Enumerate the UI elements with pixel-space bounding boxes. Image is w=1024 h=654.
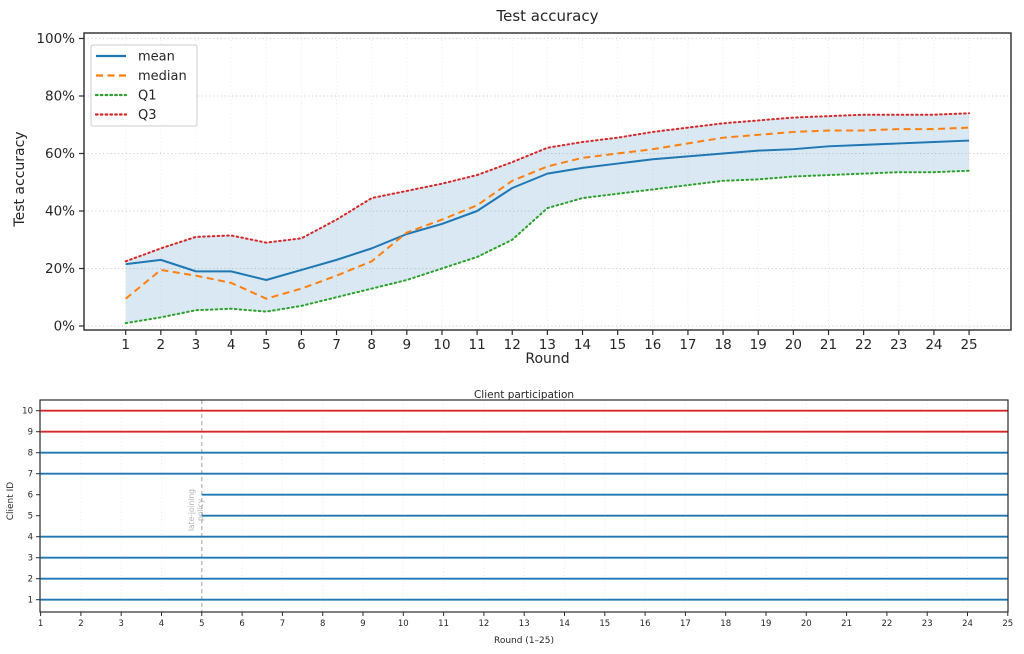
- y-tick-label: 0%: [54, 319, 76, 335]
- x-tick-label: 20: [785, 337, 802, 353]
- x-tick-label: 16: [644, 337, 661, 353]
- x-tick-label: 2: [78, 619, 83, 629]
- x-tick-label: 16: [640, 619, 651, 629]
- x-tick-label: 24: [925, 337, 942, 353]
- y-tick-label: 6: [28, 491, 33, 501]
- x-tick-label: 21: [841, 619, 852, 629]
- x-tick-label: 19: [761, 619, 772, 629]
- y-tick-label: 20%: [45, 261, 75, 277]
- x-tick-label: 9: [360, 619, 365, 629]
- x-tick-label: 18: [714, 337, 731, 353]
- policy-annotation-line2: policy: [196, 498, 205, 521]
- y-axis-label: Test accuracy: [12, 131, 28, 227]
- x-tick-label: 10: [433, 337, 450, 353]
- client-participation-figure: late-joining policy 1 2 3 4 5 6 7 8 9 10 1 2 3 4 5 6 7 8 9 10…: [0, 380, 1024, 654]
- x-tick-label: 15: [609, 337, 626, 353]
- y-tick-label: 3: [28, 554, 33, 564]
- x-tick-label: 11: [469, 337, 486, 353]
- x-tick-label: 7: [280, 619, 285, 629]
- x-tick-label: 8: [320, 619, 325, 629]
- x-tick-label: 3: [118, 619, 123, 629]
- x-tick-label: 13: [539, 337, 556, 353]
- x-tick-label: 4: [227, 337, 236, 353]
- x-tick-label: 6: [239, 619, 244, 629]
- x-tick-label: 10: [398, 619, 409, 629]
- x-tick-label: 23: [922, 619, 933, 629]
- series-line-median: [125, 126, 970, 300]
- x-tick-label: 15: [599, 619, 610, 629]
- x-tick-label: 21: [820, 337, 837, 353]
- x-axis-label: Round: [525, 351, 570, 367]
- x-tick-label: 5: [199, 619, 204, 629]
- x-tick-label: 22: [881, 619, 892, 629]
- legend-label-Q3: Q3: [138, 108, 157, 123]
- test-accuracy-plot: 0%20%40%60%80%100%1 2 3 4 5 6 7 8 9 10 11 12 13 14 15 1…: [36, 31, 1012, 353]
- chart-title: Client participation: [473, 389, 575, 401]
- y-tick-label: 7: [28, 470, 33, 480]
- legend-label-mean: mean: [138, 50, 175, 65]
- x-tick-label: 4: [159, 619, 164, 629]
- x-tick-label: 6: [297, 337, 306, 353]
- x-tick-label: 17: [679, 337, 696, 353]
- y-tick-label: 10: [22, 407, 33, 417]
- chart-title: Test accuracy: [496, 7, 599, 25]
- y-tick-label: 40%: [45, 204, 75, 220]
- y-tick-label: 60%: [45, 146, 75, 162]
- legend-box: [90, 44, 198, 127]
- y-tick-label: 4: [28, 533, 33, 543]
- x-tick-label: 22: [855, 337, 872, 353]
- x-tick-label: 8: [367, 337, 376, 353]
- x-tick-label: 23: [890, 337, 907, 353]
- x-tick-label: 11: [438, 619, 449, 629]
- x-tick-label: 3: [192, 337, 201, 353]
- policy-annotation-line1: late-joining: [187, 489, 196, 531]
- x-tick-label: 2: [157, 337, 166, 353]
- x-tick-label: 12: [504, 337, 521, 353]
- y-tick-label: 100%: [36, 31, 75, 47]
- x-tick-label: 9: [403, 337, 412, 353]
- x-tick-label: 14: [574, 337, 591, 353]
- x-tick-label: 13: [519, 619, 530, 629]
- x-tick-label: 1: [38, 619, 43, 629]
- y-tick-label: 5: [28, 512, 33, 522]
- iqr-band: [125, 113, 970, 324]
- x-tick-label: 1: [121, 337, 130, 353]
- y-tick-label: 9: [28, 428, 33, 438]
- x-tick-label: 5: [262, 337, 271, 353]
- test-accuracy-figure: 0% 20% 40% 60% 80% 100% 1 2 3 4 5 6 7 8 9 10 11 12 13 14 15 1…: [12, 7, 1012, 367]
- y-tick-label: 2: [28, 575, 33, 585]
- x-tick-label: 25: [960, 337, 977, 353]
- y-tick-label: 80%: [45, 89, 75, 105]
- x-tick-label: 25: [1002, 619, 1013, 629]
- y-tick-label: 8: [28, 449, 33, 459]
- series-line-Q3: [124, 112, 971, 263]
- y-tick-label: 1: [28, 596, 33, 606]
- x-tick-label: 24: [962, 619, 973, 629]
- x-tick-label: 17: [680, 619, 691, 629]
- plot-border: [83, 32, 1012, 331]
- y-axis-label: Client ID: [6, 481, 16, 521]
- x-tick-label: 14: [559, 619, 570, 629]
- x-tick-label: 18: [720, 619, 731, 629]
- x-tick-label: 20: [801, 619, 812, 629]
- x-tick-label: 19: [750, 337, 767, 353]
- legend-label-median: median: [138, 69, 187, 84]
- x-tick-label: 12: [478, 619, 489, 629]
- legend-label-Q1: Q1: [138, 89, 157, 104]
- legend: mean median Q1 Q3: [90, 44, 198, 127]
- series-line-Q1: [124, 169, 971, 325]
- x-tick-label: 7: [332, 337, 341, 353]
- series-line-mean: [125, 139, 970, 281]
- x-axis-label: Round (1–25): [493, 636, 555, 646]
